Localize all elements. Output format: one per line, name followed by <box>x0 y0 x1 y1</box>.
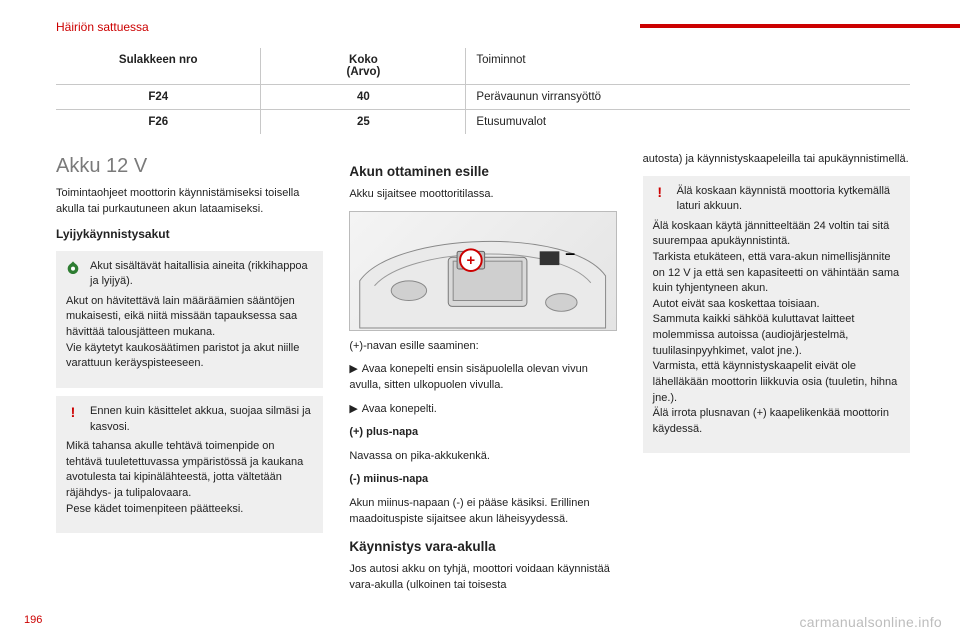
subheading-lead-batteries: Lyijykäynnistysakut <box>56 226 323 243</box>
leaf-icon <box>64 259 82 277</box>
accent-bar <box>640 24 960 28</box>
triangle-icon: ▶ <box>349 362 357 378</box>
step-2: ▶Avaa konepelti. <box>349 402 616 418</box>
plus-terminal: (+) plus-napa <box>349 425 616 441</box>
subheading-access-battery: Akun ottaminen esille <box>349 162 616 181</box>
page-number: 196 <box>24 614 42 626</box>
box-rest: Älä koskaan käytä jännitteeltään 24 volt… <box>653 219 900 438</box>
warning-box-handle: ! Ennen kuin käsittelet akkua, suojaa si… <box>56 396 323 533</box>
box-lead: Akut sisältävät haitallisia aineita (rik… <box>90 259 313 290</box>
battery-location: Akku sijaitsee moottoritilassa. <box>349 187 616 203</box>
intro-text: Toimintaohjeet moottorin käynnistämiseks… <box>56 186 323 217</box>
minus-terminal-note: Akun miinus-napaan (-) ei pääse käsiksi.… <box>349 496 616 527</box>
plus-label: + <box>467 253 476 269</box>
info-box-recycle: Akut sisältävät haitallisia aineita (rik… <box>56 251 323 388</box>
section-heading-battery: Akku 12 V <box>56 152 323 180</box>
fuse-col-nr: Sulakkeen nro <box>56 48 261 85</box>
step-1: ▶Avaa konepelti ensin sisäpuolella oleva… <box>349 362 616 393</box>
jump-start-intro: Jos autosi akku on tyhjä, moottori voida… <box>349 562 616 593</box>
box-lead: Älä koskaan käynnistä moottoria kytkemäl… <box>677 184 900 215</box>
plus-access-intro: (+)-navan esille saaminen: <box>349 339 616 355</box>
box-rest: Akut on hävitettävä lain määräämien sään… <box>66 294 313 372</box>
warning-icon: ! <box>651 184 669 202</box>
fuse-col-fn: Toiminnot <box>466 48 910 85</box>
box-lead: Ennen kuin käsittelet akkua, suojaa silm… <box>90 404 313 435</box>
triangle-icon: ▶ <box>349 402 357 418</box>
watermark: carmanualsonline.info <box>800 614 943 630</box>
box-rest: Mikä tahansa akulle tehtävä toimenpide o… <box>66 439 313 517</box>
fuse-size: 40 <box>261 85 466 110</box>
jump-start-cont: autosta) ja käynnistyskaapeleilla tai ap… <box>643 152 910 168</box>
column-1: Akku 12 V Toimintaohjeet moottorin käynn… <box>56 152 323 602</box>
fuse-fn: Perävaunun virransyöttö <box>466 85 910 110</box>
warning-box-jumpstart: ! Älä koskaan käynnistä moottoria kytkem… <box>643 176 910 454</box>
column-3: autosta) ja käynnistyskaapeleilla tai ap… <box>643 152 910 602</box>
fuse-table: Sulakkeen nro Koko (Arvo) Toiminnot F24 … <box>56 48 910 134</box>
minus-label: – <box>566 243 576 263</box>
table-row: F26 25 Etusumuvalot <box>56 110 910 135</box>
fuse-nr: F26 <box>56 110 261 135</box>
plus-terminal-note: Navassa on pika-akkukenkä. <box>349 449 616 465</box>
warning-icon: ! <box>64 404 82 422</box>
fuse-fn: Etusumuvalot <box>466 110 910 135</box>
subheading-jump-start: Käynnistys vara-akulla <box>349 537 616 556</box>
fuse-nr: F24 <box>56 85 261 110</box>
minus-terminal: (-) miinus-napa <box>349 472 616 488</box>
fuse-size: 25 <box>261 110 466 135</box>
column-2: Akun ottaminen esille Akku sijaitsee moo… <box>349 152 616 602</box>
table-row: F24 40 Perävaunun virransyöttö <box>56 85 910 110</box>
fuse-col-size: Koko (Arvo) <box>261 48 466 85</box>
engine-bay-figure: + – <box>349 211 616 331</box>
